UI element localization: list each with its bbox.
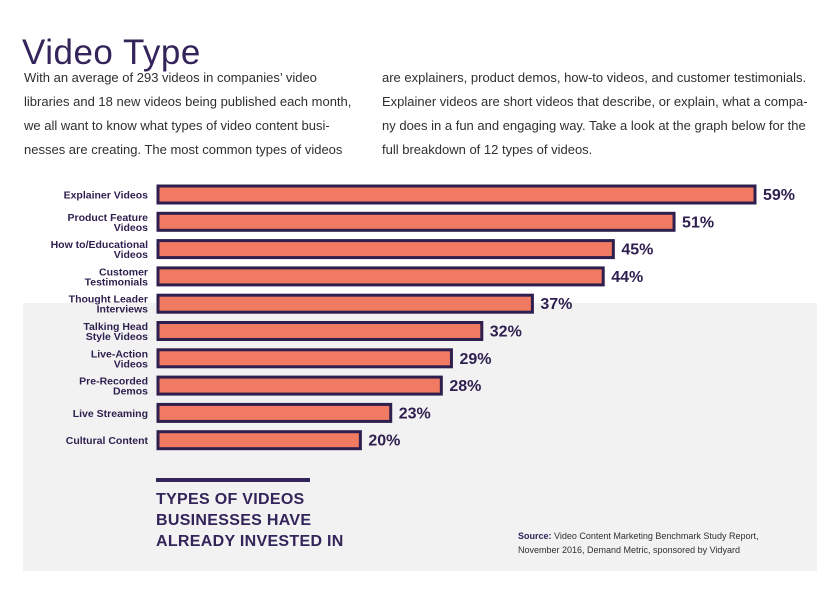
category-label: How to/Educational Videos <box>51 239 149 261</box>
chart-heading-line: ALREADY INVESTED IN <box>156 533 344 550</box>
intro-right-line: ny does in a fun and engaging way. Take … <box>382 118 806 133</box>
intro-right-line: Explainer videos are short videos that d… <box>382 94 808 109</box>
page-title: Video Type <box>22 33 201 73</box>
bar <box>156 402 393 423</box>
intro-left-line: we all want to know what types of video … <box>24 118 330 133</box>
intro-left-line: libraries and 18 new videos being publis… <box>24 94 352 109</box>
intro-text-left: With an average of 293 videos in compani… <box>24 66 364 162</box>
bar-value-label: 28% <box>449 378 481 395</box>
heading-rule <box>156 478 310 482</box>
chart-heading-line: BUSINESSES HAVE <box>156 512 312 529</box>
background-panel <box>23 303 817 571</box>
bar <box>156 321 484 341</box>
intro-text-right: are explainers, product demos, how-to vi… <box>382 66 812 162</box>
bar <box>156 266 605 287</box>
intro-left-line: With an average of 293 videos in compani… <box>24 70 317 85</box>
category-label: Customer Testimonials <box>85 266 149 288</box>
category-label: Pre-Recorded Demos <box>79 376 148 398</box>
category-label: Cultural Content <box>66 435 149 447</box>
category-label: Thought Leader Interviews <box>69 294 149 316</box>
bar <box>156 348 453 369</box>
intro-right-line: full breakdown of 12 types of videos. <box>382 142 593 157</box>
bar <box>156 211 676 232</box>
category-label: Live Streaming <box>73 408 148 420</box>
bar <box>156 184 757 205</box>
bar-value-label: 23% <box>399 405 431 422</box>
bar <box>156 293 534 314</box>
category-label: Explainer Videos <box>64 190 149 202</box>
bar-value-label: 44% <box>611 269 643 286</box>
bar-value-label: 45% <box>621 242 653 259</box>
source-label: Source: <box>518 531 552 541</box>
source-note: Source: Video Content Marketing Benchmar… <box>518 529 808 557</box>
bar-value-label: 32% <box>490 324 522 341</box>
bar <box>156 375 443 396</box>
bar-value-label: 37% <box>540 296 572 313</box>
chart-heading-line: TYPES OF VIDEOS <box>156 491 305 508</box>
source-text: Video Content Marketing Benchmark Study … <box>551 531 759 541</box>
source-line-2: November 2016, Demand Metric, sponsored … <box>518 545 740 555</box>
intro-left-line: nesses are creating. The most common typ… <box>24 142 343 157</box>
source-line-1: Source: Video Content Marketing Benchmar… <box>518 529 808 543</box>
bar-value-label: 59% <box>763 187 795 204</box>
bar-value-label: 20% <box>368 433 400 450</box>
intro-right-line: are explainers, product demos, how-to vi… <box>382 70 807 85</box>
bar <box>156 430 362 451</box>
bar-value-label: 51% <box>682 214 714 231</box>
chart-heading: TYPES OF VIDEOS BUSINESSES HAVE ALREADY … <box>156 489 344 552</box>
category-label: Live-Action Videos <box>91 348 148 370</box>
bar-value-label: 29% <box>459 351 491 368</box>
bar <box>156 239 615 260</box>
category-label: Product Feature Videos <box>67 212 148 234</box>
category-label: Talking Head Style Videos <box>83 321 148 343</box>
